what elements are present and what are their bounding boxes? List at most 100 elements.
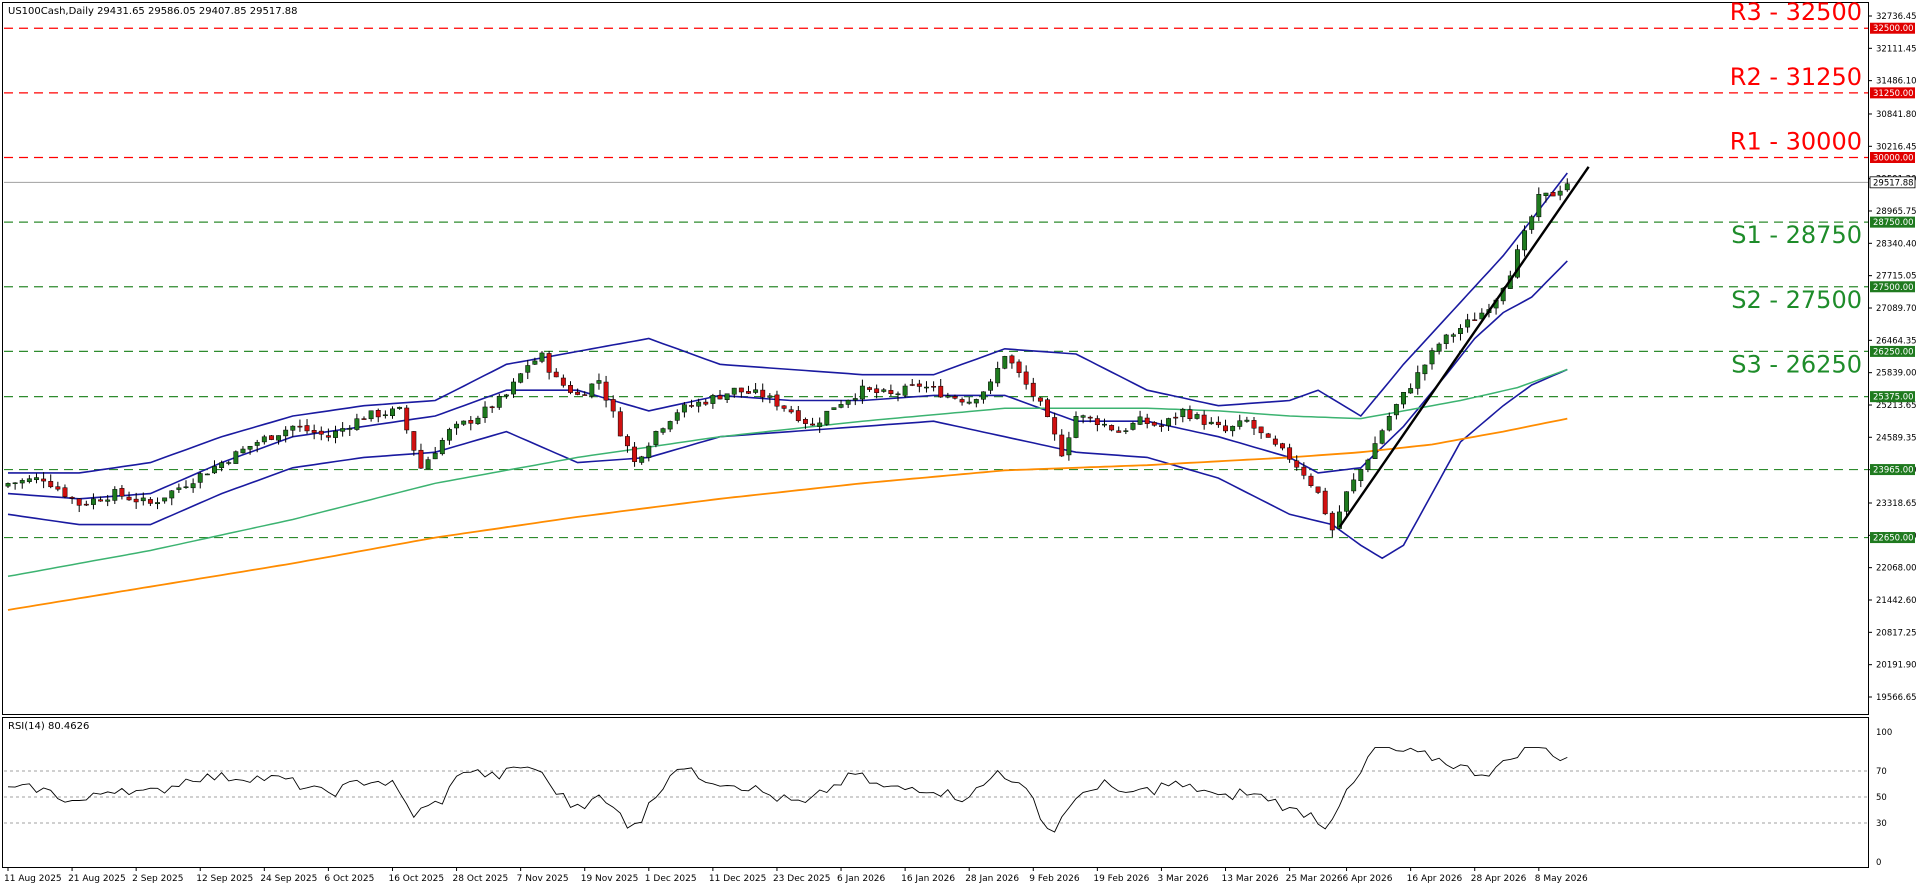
candle-body bbox=[518, 373, 524, 383]
candle-body bbox=[1336, 511, 1342, 529]
rsi-tick-label: 30 bbox=[1876, 819, 1887, 829]
candle-body bbox=[1280, 443, 1285, 449]
candle-body bbox=[973, 399, 979, 404]
candle-body bbox=[881, 389, 887, 392]
price-tag-level_22650: 22650.00 bbox=[1873, 534, 1914, 544]
price-tag-bg-R1 bbox=[1870, 151, 1915, 163]
x-tick-label: 2 Sep 2025 bbox=[132, 874, 183, 884]
candle-body bbox=[1465, 319, 1471, 328]
candle-body bbox=[1436, 343, 1442, 352]
candle-body bbox=[1087, 416, 1093, 419]
candle-body bbox=[240, 448, 246, 454]
candle-body bbox=[98, 499, 104, 502]
candle-body bbox=[347, 428, 353, 430]
candle-body bbox=[767, 395, 773, 398]
y-tick-label: 27089.70 bbox=[1876, 304, 1916, 314]
candle-body bbox=[817, 422, 823, 427]
candle-body bbox=[1557, 190, 1563, 196]
candle-body bbox=[738, 387, 744, 393]
current-price-tag-bg bbox=[1869, 176, 1916, 189]
candle-body bbox=[439, 440, 445, 455]
candle-body bbox=[41, 478, 47, 482]
candle-body bbox=[475, 417, 481, 425]
candle-body bbox=[653, 431, 659, 445]
candle-body bbox=[169, 490, 175, 499]
candle-body bbox=[76, 498, 82, 506]
candle-body bbox=[1344, 491, 1350, 512]
candle-body bbox=[1443, 334, 1449, 344]
sma-200-line bbox=[7, 417, 1568, 611]
x-tick-label: 13 Mar 2026 bbox=[1222, 874, 1279, 884]
candle-body bbox=[945, 395, 951, 398]
candle-body bbox=[760, 389, 766, 398]
y-tick-label: 20191.90 bbox=[1876, 661, 1916, 671]
candle-body bbox=[489, 406, 495, 409]
candle-body bbox=[1450, 334, 1456, 337]
price-tag-bg-level_22650 bbox=[1870, 532, 1915, 544]
candle-body bbox=[311, 430, 317, 433]
y-tick-label: 28965.75 bbox=[1876, 207, 1916, 217]
candle-body bbox=[617, 411, 623, 437]
price-tag-bg-R2 bbox=[1870, 87, 1915, 99]
rsi-info: RSI(14) 80.4626 bbox=[8, 721, 89, 732]
x-tick-label: 24 Sep 2025 bbox=[260, 874, 317, 884]
sma-100-line bbox=[7, 368, 1568, 578]
candle-body bbox=[753, 389, 759, 393]
y-tick-label: 27715.05 bbox=[1876, 272, 1916, 282]
candle-body bbox=[575, 391, 581, 395]
y-tick-label: 19566.65 bbox=[1876, 693, 1916, 703]
candle-body bbox=[26, 478, 32, 482]
level-label-R3: R3 - 32500 bbox=[1730, 0, 1862, 26]
candle-body bbox=[482, 406, 488, 419]
candle-body bbox=[788, 409, 794, 413]
candle-body bbox=[361, 418, 367, 420]
candle-body bbox=[667, 421, 673, 430]
candle-body bbox=[55, 486, 61, 490]
candle-body bbox=[995, 368, 1001, 384]
candle-body bbox=[155, 502, 160, 505]
y-tick-label: 24589.35 bbox=[1876, 433, 1916, 443]
candle-body bbox=[147, 499, 153, 504]
candle-body bbox=[297, 425, 303, 428]
candle-body bbox=[119, 488, 125, 497]
candle-body bbox=[646, 445, 652, 458]
candle-body bbox=[1073, 416, 1079, 438]
candle-body bbox=[902, 385, 908, 396]
bb-upper-line bbox=[8, 172, 1568, 474]
candle-body bbox=[1037, 397, 1043, 402]
bollinger-bands bbox=[7, 172, 1568, 560]
candle-body bbox=[845, 399, 851, 405]
price-tag-R1: 30000.00 bbox=[1873, 153, 1914, 163]
candle-body bbox=[34, 477, 39, 481]
candle-body bbox=[1543, 192, 1549, 196]
candle-body bbox=[888, 390, 894, 394]
rsi-tick-label: 0 bbox=[1876, 858, 1881, 868]
candle-body bbox=[411, 431, 417, 451]
x-tick-label: 11 Aug 2025 bbox=[4, 874, 62, 884]
candle-body bbox=[1365, 459, 1371, 470]
candle-body bbox=[639, 456, 645, 463]
candle-body bbox=[1194, 414, 1200, 419]
candle-body bbox=[1422, 364, 1428, 375]
candle-body bbox=[212, 466, 217, 474]
candle-body bbox=[1472, 319, 1478, 321]
candle-body bbox=[1458, 328, 1463, 334]
candle-body bbox=[632, 446, 638, 462]
candle-body bbox=[938, 385, 944, 398]
x-tick-label: 11 Dec 2025 bbox=[709, 874, 767, 884]
candle-body bbox=[105, 499, 111, 502]
candle-body bbox=[19, 480, 25, 484]
candle-body bbox=[1401, 392, 1406, 405]
candle-body bbox=[1066, 437, 1072, 456]
price-tag-bg-S1 bbox=[1870, 216, 1915, 228]
y-tick-label: 25213.65 bbox=[1876, 401, 1916, 411]
candle-body bbox=[1522, 230, 1528, 251]
candle-body bbox=[354, 418, 360, 430]
candle-body bbox=[1372, 443, 1378, 459]
candle-body bbox=[1023, 371, 1029, 385]
candle-body bbox=[1052, 417, 1058, 435]
candle-body bbox=[283, 429, 289, 437]
y-tick-label: 28340.40 bbox=[1876, 239, 1916, 249]
candle-body bbox=[48, 481, 54, 488]
